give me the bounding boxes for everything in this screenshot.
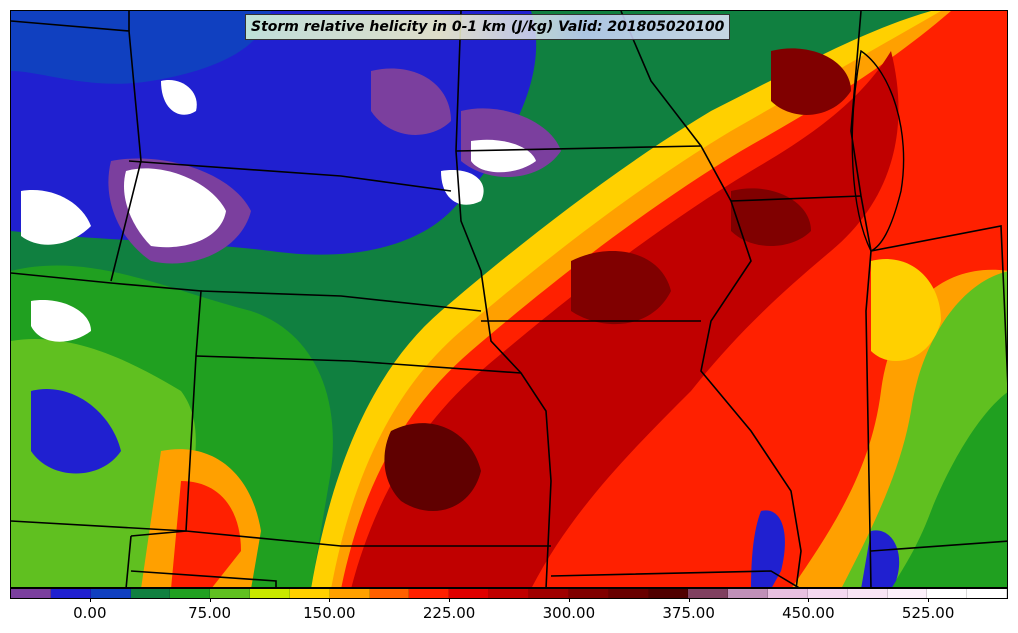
colorbar-segment — [927, 589, 968, 598]
colorbar-tick-mark — [209, 598, 211, 602]
field-white-center — [123, 168, 226, 248]
boundary-ar-north — [550, 570, 800, 587]
lake-michigan-outline — [851, 49, 905, 252]
colorbar-segment — [250, 589, 290, 598]
map-title: Storm relative helicity in 0-1 km (J/kg)… — [245, 14, 731, 40]
map-field-layer — [11, 11, 1007, 587]
colorbar-tick-mark — [89, 598, 91, 602]
field-white-mid — [441, 170, 484, 205]
colorbar-segment — [409, 589, 450, 598]
field-green-east — [892, 392, 1007, 587]
boundary-ks-ok — [11, 520, 551, 547]
boundary-mn-ia — [455, 145, 702, 152]
field-maroon-ne — [771, 48, 851, 115]
colorbar-tick-label: 450.00 — [782, 604, 835, 622]
colorbar-tick-mark — [329, 598, 331, 602]
colorbar-tick-label: 75.00 — [188, 604, 232, 622]
field-red-sw — [171, 481, 241, 587]
state-boundaries — [11, 11, 1007, 587]
colorbar-ticks: 0.00 75.00 150.00 225.00 300.00 375.00 450.00 5… — [10, 598, 1008, 630]
boundary-wi-il — [730, 195, 862, 202]
colorbar-segment — [807, 589, 848, 598]
colorbar-segment — [728, 589, 769, 598]
field-maroon-iowa — [571, 251, 671, 325]
colorbar-tick-label: 0.00 — [73, 604, 107, 622]
colorbar-tick-mark — [688, 598, 690, 602]
colorbar — [10, 588, 1008, 599]
colorbar-segment — [568, 589, 609, 598]
colorbar-tick-label: 150.00 — [303, 604, 356, 622]
colorbar-tick-mark — [928, 598, 930, 602]
colorbar-tick-mark — [808, 598, 810, 602]
boundary-ks-ne — [195, 355, 522, 374]
colorbar-segment — [90, 589, 131, 598]
colorbar-segment — [768, 589, 808, 598]
colorbar-segment — [449, 589, 490, 598]
field-purple-north — [371, 68, 451, 135]
colorbar-tick-mark — [449, 598, 451, 602]
colorbar-segment — [329, 589, 370, 598]
boundary-tx-panhandle — [130, 570, 277, 587]
colorbar-segment — [648, 589, 689, 598]
boundary-ne-north — [200, 290, 482, 312]
colorbar-segment — [528, 589, 569, 598]
colorbar-segment — [489, 589, 529, 598]
helicity-map — [10, 10, 1008, 588]
colorbar-segment — [887, 589, 928, 598]
boundary-ky-tn — [870, 540, 1007, 552]
colorbar-segment — [608, 589, 649, 598]
colorbar-segment — [130, 589, 171, 598]
field-maroon-east — [731, 188, 811, 246]
field-maroon-kansas — [384, 423, 481, 511]
colorbar-segment — [688, 589, 729, 598]
field-white-ne — [471, 139, 536, 173]
field-white-north — [161, 80, 197, 115]
boundary-nm-ok — [125, 535, 132, 587]
colorbar-tick-label: 375.00 — [662, 604, 715, 622]
boundary-wy-co — [11, 272, 202, 357]
colorbar-tick-mark — [568, 598, 570, 602]
boundary-mt-wy — [11, 20, 142, 282]
field-blue-nw — [11, 11, 271, 84]
field-white-sw — [31, 300, 91, 342]
field-blue-se — [751, 510, 785, 587]
boundary-mississippi — [620, 11, 802, 587]
boundary-sd-nd — [128, 160, 452, 192]
colorbar-tick-label: 525.00 — [901, 604, 955, 622]
boundary-in-oh — [870, 225, 1007, 384]
colorbar-segment — [50, 589, 91, 598]
colorbar-segment — [847, 589, 888, 598]
colorbar-tick-label: 300.00 — [542, 604, 596, 622]
colorbar-segment — [289, 589, 330, 598]
colorbar-segment — [210, 589, 251, 598]
field-white-west — [21, 190, 91, 245]
colorbar-segment — [170, 589, 211, 598]
field-yellow-il — [871, 259, 941, 361]
colorbar-segment — [369, 589, 410, 598]
colorbar-tick-label: 225.00 — [422, 604, 476, 622]
colorbar-segment — [11, 589, 51, 598]
colorbar-segment — [967, 589, 1008, 598]
boundary-mn-ia-mo — [455, 11, 552, 587]
field-blue-sw — [31, 389, 121, 474]
